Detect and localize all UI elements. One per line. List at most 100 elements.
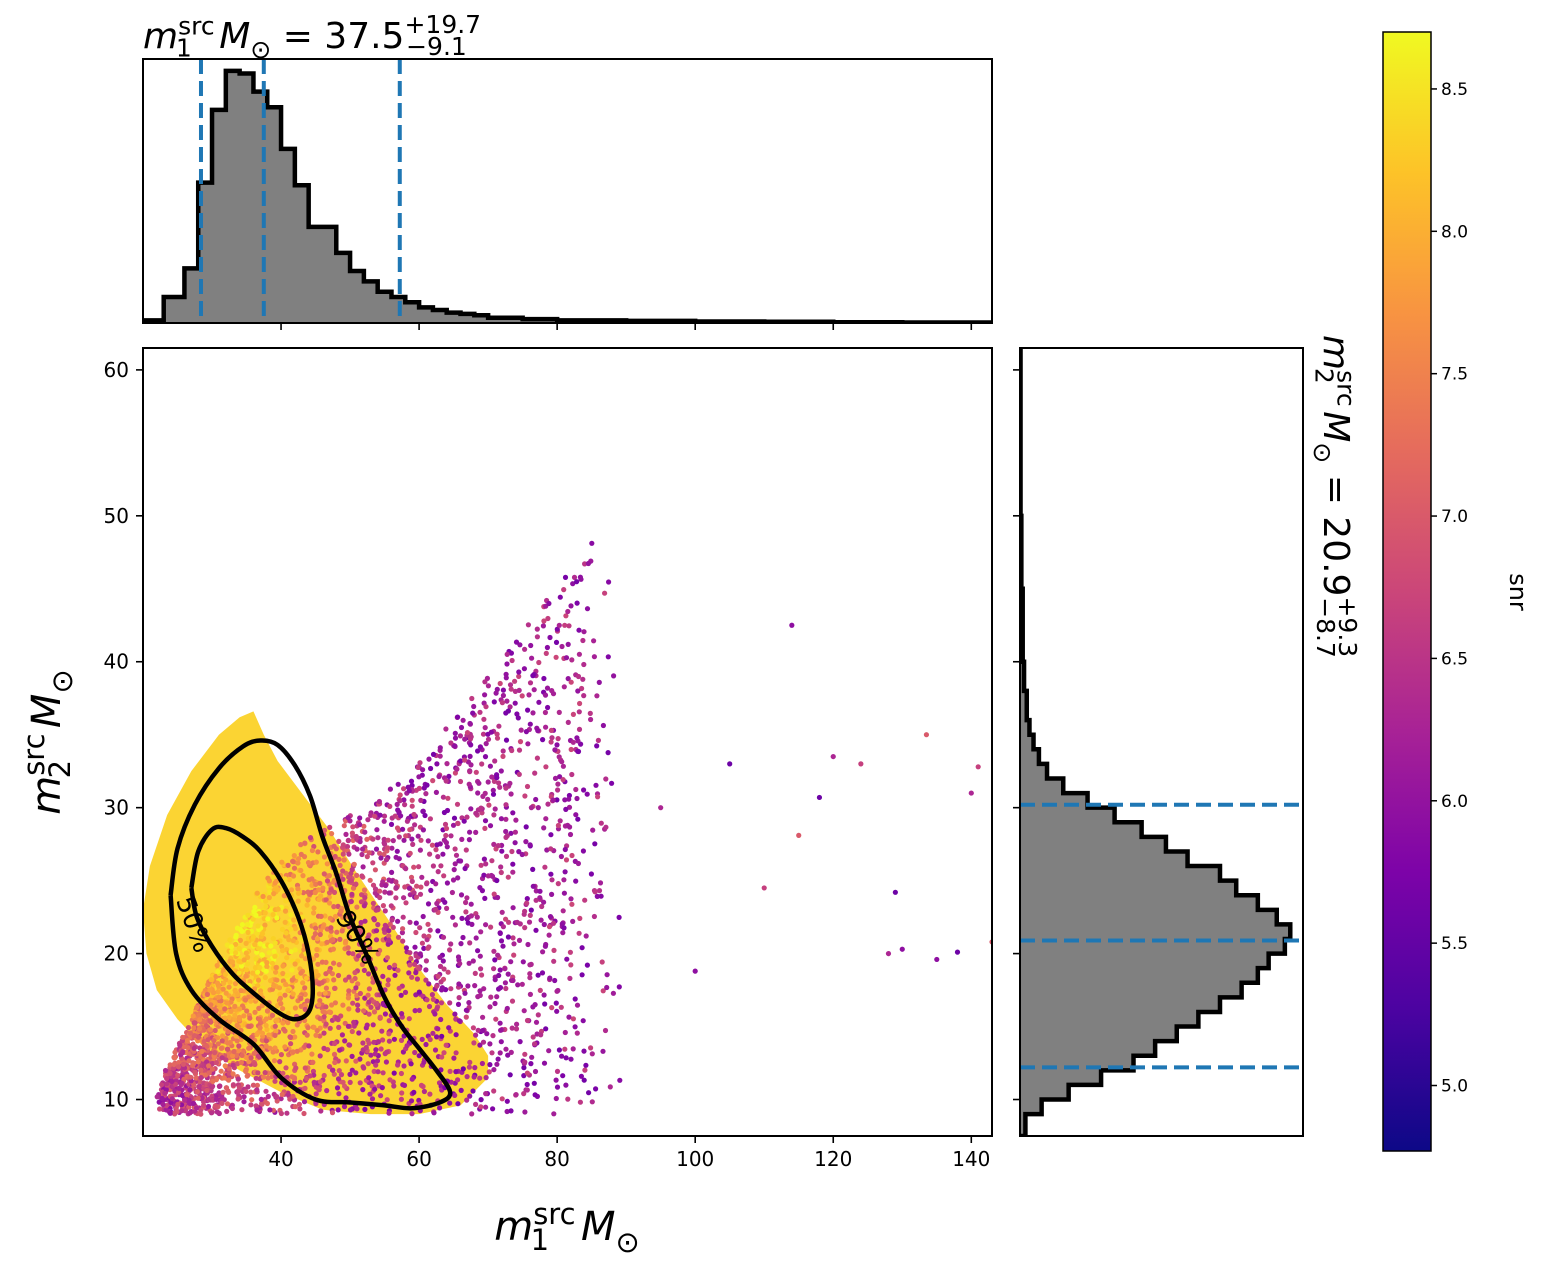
scatter-point	[593, 782, 599, 788]
scatter-point	[528, 907, 534, 913]
scatter-point	[272, 940, 278, 946]
scatter-point	[539, 903, 545, 910]
scatter-point	[250, 934, 256, 940]
y-tick-label: 40	[104, 650, 129, 674]
scatter-point	[340, 868, 346, 874]
scatter-point	[409, 836, 415, 842]
scatter-point	[392, 962, 398, 968]
scatter-point	[692, 968, 698, 974]
scatter-point	[233, 1052, 239, 1059]
scatter-point	[512, 829, 519, 835]
scatter-point	[336, 1024, 342, 1030]
scatter-point	[568, 962, 574, 968]
scatter-point	[495, 843, 501, 849]
scatter-point	[349, 978, 355, 984]
scatter-point	[302, 1006, 308, 1013]
scatter-point	[253, 956, 259, 962]
scatter-point	[201, 1102, 207, 1108]
scatter-point	[563, 857, 570, 863]
scatter-point	[427, 816, 433, 822]
scatter-point	[434, 842, 440, 848]
scatter-point	[555, 787, 561, 793]
scatter-point	[451, 867, 457, 873]
scatter-point	[191, 1025, 197, 1031]
scatter-point	[338, 1013, 344, 1019]
scatter-point	[597, 880, 604, 886]
scatter-point	[496, 723, 502, 729]
scatter-point	[544, 847, 550, 853]
scatter-point	[505, 971, 511, 977]
scatter-point	[517, 1039, 523, 1045]
scatter-point	[366, 1075, 372, 1081]
scatter-point	[357, 815, 363, 821]
scatter-point	[507, 704, 513, 710]
scatter-point	[535, 1012, 541, 1018]
scatter-point	[497, 930, 503, 937]
scatter-point	[260, 1074, 267, 1080]
scatter-point	[538, 1032, 544, 1038]
scatter-point	[562, 797, 568, 803]
scatter-point	[509, 848, 515, 855]
scatter-point	[536, 659, 542, 666]
scatter-point	[347, 1042, 353, 1048]
scatter-point	[302, 956, 308, 962]
scatter-point	[414, 883, 420, 889]
scatter-point	[581, 787, 587, 793]
scatter-point	[575, 688, 581, 694]
scatter-point	[541, 618, 547, 624]
scatter-point	[284, 972, 290, 979]
scatter-point	[417, 847, 423, 853]
scatter-point	[434, 1034, 440, 1040]
scatter-point	[224, 1000, 230, 1006]
scatter-point	[366, 971, 372, 977]
scatter-point	[482, 725, 488, 731]
scatter-point	[923, 732, 930, 738]
scatter-point	[529, 655, 535, 661]
scatter-point	[254, 1087, 260, 1093]
scatter-point	[159, 1082, 165, 1088]
scatter-point	[278, 1052, 284, 1058]
scatter-point	[296, 856, 302, 862]
scatter-point	[331, 904, 337, 910]
scatter-point	[300, 980, 306, 986]
scatter-point	[572, 996, 578, 1002]
scatter-point	[242, 997, 249, 1003]
scatter-point	[570, 918, 576, 925]
scatter-point	[208, 1110, 215, 1116]
scatter-point	[246, 1045, 252, 1051]
scatter-point	[561, 587, 567, 593]
scatter-point	[523, 824, 529, 830]
scatter-point	[544, 644, 551, 651]
m1-histogram-frame	[142, 58, 993, 324]
scatter-point	[557, 774, 563, 780]
m1-histogram-outline	[143, 68, 992, 323]
scatter-point	[498, 864, 504, 870]
scatter-point	[524, 1087, 530, 1093]
scatter-point	[272, 880, 278, 886]
scatter-point	[201, 1019, 207, 1025]
scatter-point	[494, 731, 500, 737]
scatter-point	[496, 780, 502, 786]
scatter-point	[568, 1056, 574, 1062]
scatter-point	[310, 1068, 316, 1074]
scatter-point	[934, 956, 940, 963]
scatter-point	[236, 970, 242, 976]
scatter-point	[334, 1085, 341, 1091]
scatter-point	[509, 747, 515, 754]
scatter-point	[425, 945, 431, 951]
scatter-point	[588, 1045, 594, 1051]
scatter-point	[463, 909, 469, 915]
scatter-point	[220, 1089, 226, 1095]
scatter-point	[382, 889, 388, 895]
scatter-point	[257, 964, 263, 971]
scatter-point	[537, 895, 543, 901]
scatter-point	[547, 975, 553, 981]
scatter-point	[355, 1007, 361, 1013]
scatter-point	[522, 925, 528, 931]
scatter-point	[346, 924, 352, 930]
scatter-point	[476, 780, 482, 786]
scatter-point	[220, 986, 226, 992]
scatter-point	[230, 1082, 236, 1088]
scatter-point	[516, 687, 522, 694]
scatter-point	[176, 1085, 182, 1091]
